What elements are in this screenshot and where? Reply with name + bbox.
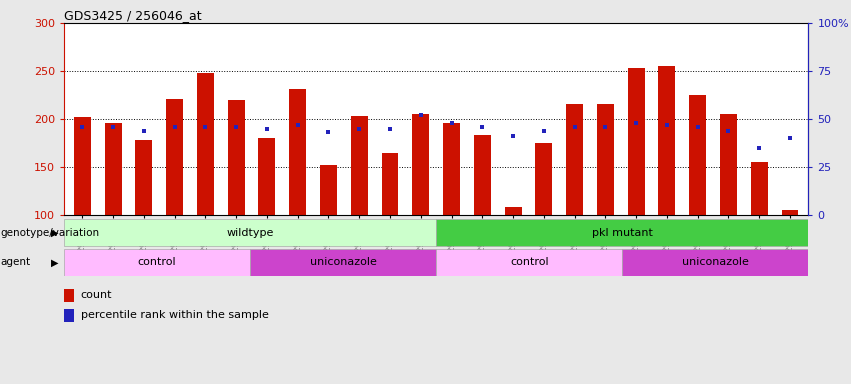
Bar [64, 309, 74, 322]
Bar [64, 249, 250, 276]
Bar [351, 116, 368, 215]
Text: pkl mutant: pkl mutant [591, 228, 653, 238]
Bar [197, 73, 214, 215]
Bar [751, 162, 768, 215]
Bar [381, 152, 398, 215]
Text: count: count [81, 290, 112, 300]
Text: percentile rank within the sample: percentile rank within the sample [81, 310, 269, 321]
Bar [689, 95, 706, 215]
Bar [166, 99, 183, 215]
Bar [289, 89, 306, 215]
Bar [443, 123, 460, 215]
Bar [250, 249, 436, 276]
Bar [597, 104, 614, 215]
Text: ▶: ▶ [51, 228, 59, 238]
Bar [64, 219, 436, 246]
Text: genotype/variation: genotype/variation [1, 228, 100, 238]
Text: uniconazole: uniconazole [310, 257, 376, 267]
Bar [436, 219, 808, 246]
Bar [320, 165, 337, 215]
Bar [474, 136, 491, 215]
Bar [105, 123, 122, 215]
Text: agent: agent [1, 257, 31, 267]
Bar [74, 117, 91, 215]
Text: control: control [510, 257, 549, 267]
Bar [412, 114, 429, 215]
Text: uniconazole: uniconazole [682, 257, 749, 267]
Bar [659, 66, 676, 215]
Bar [622, 249, 808, 276]
Bar [505, 207, 522, 215]
Bar [135, 140, 152, 215]
Text: GDS3425 / 256046_at: GDS3425 / 256046_at [64, 9, 202, 22]
Bar [566, 104, 583, 215]
Bar [64, 289, 74, 301]
Text: control: control [138, 257, 176, 267]
Bar [436, 249, 622, 276]
Text: wildtype: wildtype [226, 228, 274, 238]
Bar [259, 138, 276, 215]
Bar [781, 210, 798, 215]
Bar [628, 68, 644, 215]
Bar [228, 100, 244, 215]
Bar [535, 143, 552, 215]
Bar [720, 114, 737, 215]
Text: ▶: ▶ [51, 257, 59, 267]
